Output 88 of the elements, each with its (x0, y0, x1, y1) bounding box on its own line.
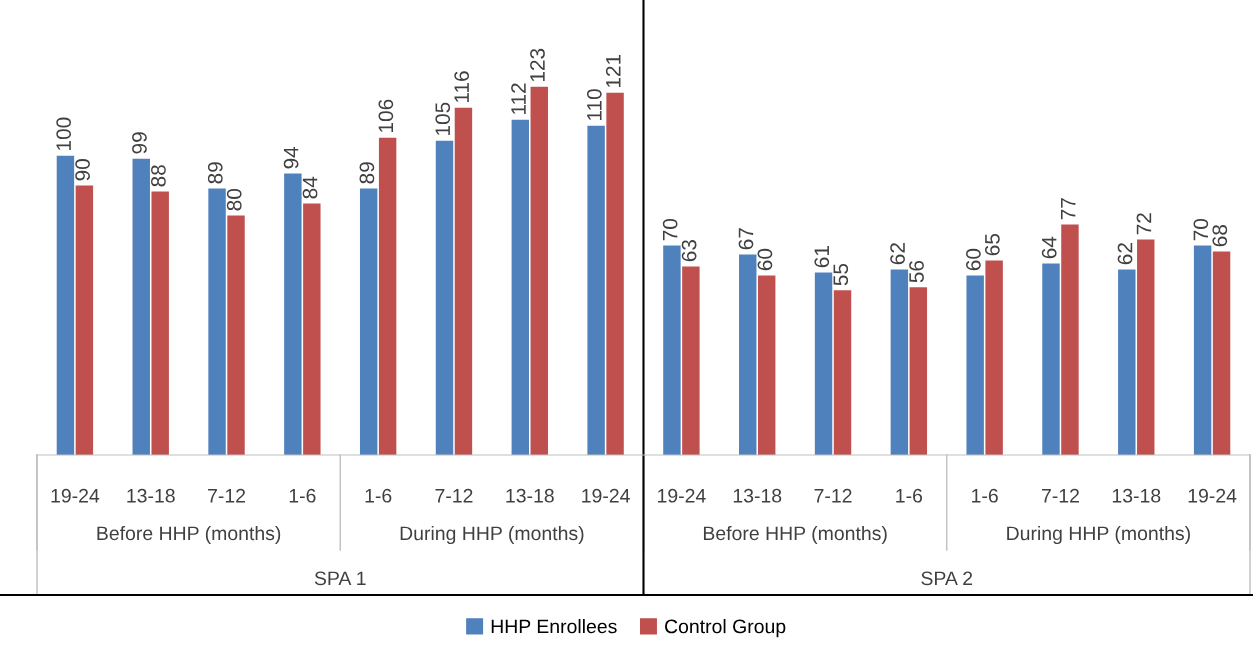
data-label: 64 (1041, 236, 1057, 259)
data-label: 84 (302, 176, 318, 199)
x-tick-label: 13-18 (127, 488, 175, 503)
text: SPA 2 (921, 571, 973, 586)
bar (511, 119, 530, 455)
bar (75, 185, 94, 455)
bar (814, 272, 833, 455)
data-label: 60 (757, 248, 773, 271)
bar (985, 260, 1003, 455)
data-label: 60 (966, 248, 981, 271)
bar (966, 275, 984, 455)
x-tick-label: 19-24 (658, 488, 706, 503)
data-label: 121 (605, 54, 621, 88)
data-label: 77 (1061, 198, 1076, 220)
bar (208, 188, 226, 455)
bar (435, 140, 454, 455)
x-tick-label: 13-18 (506, 488, 554, 503)
x-tick-label: 13-18 (1112, 488, 1161, 503)
data-label: 105 (435, 102, 451, 135)
x-tick-label: 1-6 (289, 488, 316, 503)
x-tick-label: 7-12 (814, 488, 852, 503)
bar (530, 86, 548, 455)
bar (1042, 263, 1060, 455)
bar (606, 92, 624, 455)
bar (909, 287, 928, 455)
bar (1061, 224, 1079, 455)
data-label: 72 (1136, 213, 1152, 235)
x-tick-label: 1-6 (896, 488, 923, 503)
data-label: 89 (359, 162, 375, 184)
x-tick-label: 19-24 (582, 488, 630, 503)
text: Before HHP (months) (97, 525, 281, 545)
data-label: 106 (378, 99, 394, 132)
legend-label: HHP Enrollees (491, 619, 617, 634)
data-label: 61 (814, 246, 830, 268)
data-label: 67 (738, 228, 754, 250)
bar (284, 173, 302, 455)
data-label: 90 (75, 159, 90, 181)
bar (227, 215, 245, 455)
bar (303, 203, 321, 455)
data-label: 70 (1193, 218, 1209, 241)
text: Before HHP (months) (703, 525, 887, 545)
data-label: 55 (833, 263, 849, 286)
legend-label: Control Group (665, 619, 786, 638)
bar (739, 254, 757, 455)
bar (132, 158, 150, 455)
data-label: 68 (1212, 225, 1228, 247)
bar (454, 107, 473, 455)
data-label: 88 (151, 165, 166, 187)
x-tick-label: 1-6 (365, 488, 392, 503)
text: During HHP (months) (1007, 525, 1190, 545)
data-label: 89 (207, 162, 223, 184)
data-label: 65 (984, 233, 1000, 256)
x-tick-label: 7-12 (208, 488, 246, 503)
data-label: 99 (132, 132, 147, 154)
bar (1118, 269, 1136, 455)
data-label: 100 (56, 117, 72, 150)
bar (1212, 251, 1231, 455)
bar (833, 290, 852, 455)
bar (663, 245, 681, 455)
data-label: 62 (890, 243, 905, 265)
bar (151, 191, 169, 455)
data-label: 62 (1117, 243, 1133, 265)
data-label: 63 (681, 239, 697, 262)
bar (890, 269, 909, 455)
bar (56, 155, 75, 455)
data-label: 70 (662, 218, 678, 241)
data-label: 80 (226, 189, 242, 211)
bar (1193, 245, 1212, 455)
text: SPA 1 (314, 571, 366, 586)
x-tick-label: 7-12 (1042, 488, 1079, 503)
data-label: 94 (283, 146, 299, 169)
x-tick-label: 19-24 (51, 488, 100, 503)
bar (587, 125, 605, 455)
data-label: 123 (530, 48, 545, 82)
bar (359, 188, 378, 455)
bar (757, 275, 776, 455)
data-label: 110 (586, 89, 602, 120)
x-tick-label: 19-24 (1188, 488, 1237, 503)
text: During HHP (months) (400, 525, 584, 545)
bar (1137, 239, 1155, 455)
x-tick-label: 7-12 (435, 488, 473, 503)
data-label: 56 (909, 260, 924, 283)
bar (378, 137, 397, 455)
data-label: 112 (511, 83, 526, 114)
x-tick-label: 13-18 (733, 488, 782, 503)
data-label: 116 (454, 71, 470, 102)
bar (682, 266, 700, 455)
x-tick-label: 1-6 (972, 488, 998, 503)
